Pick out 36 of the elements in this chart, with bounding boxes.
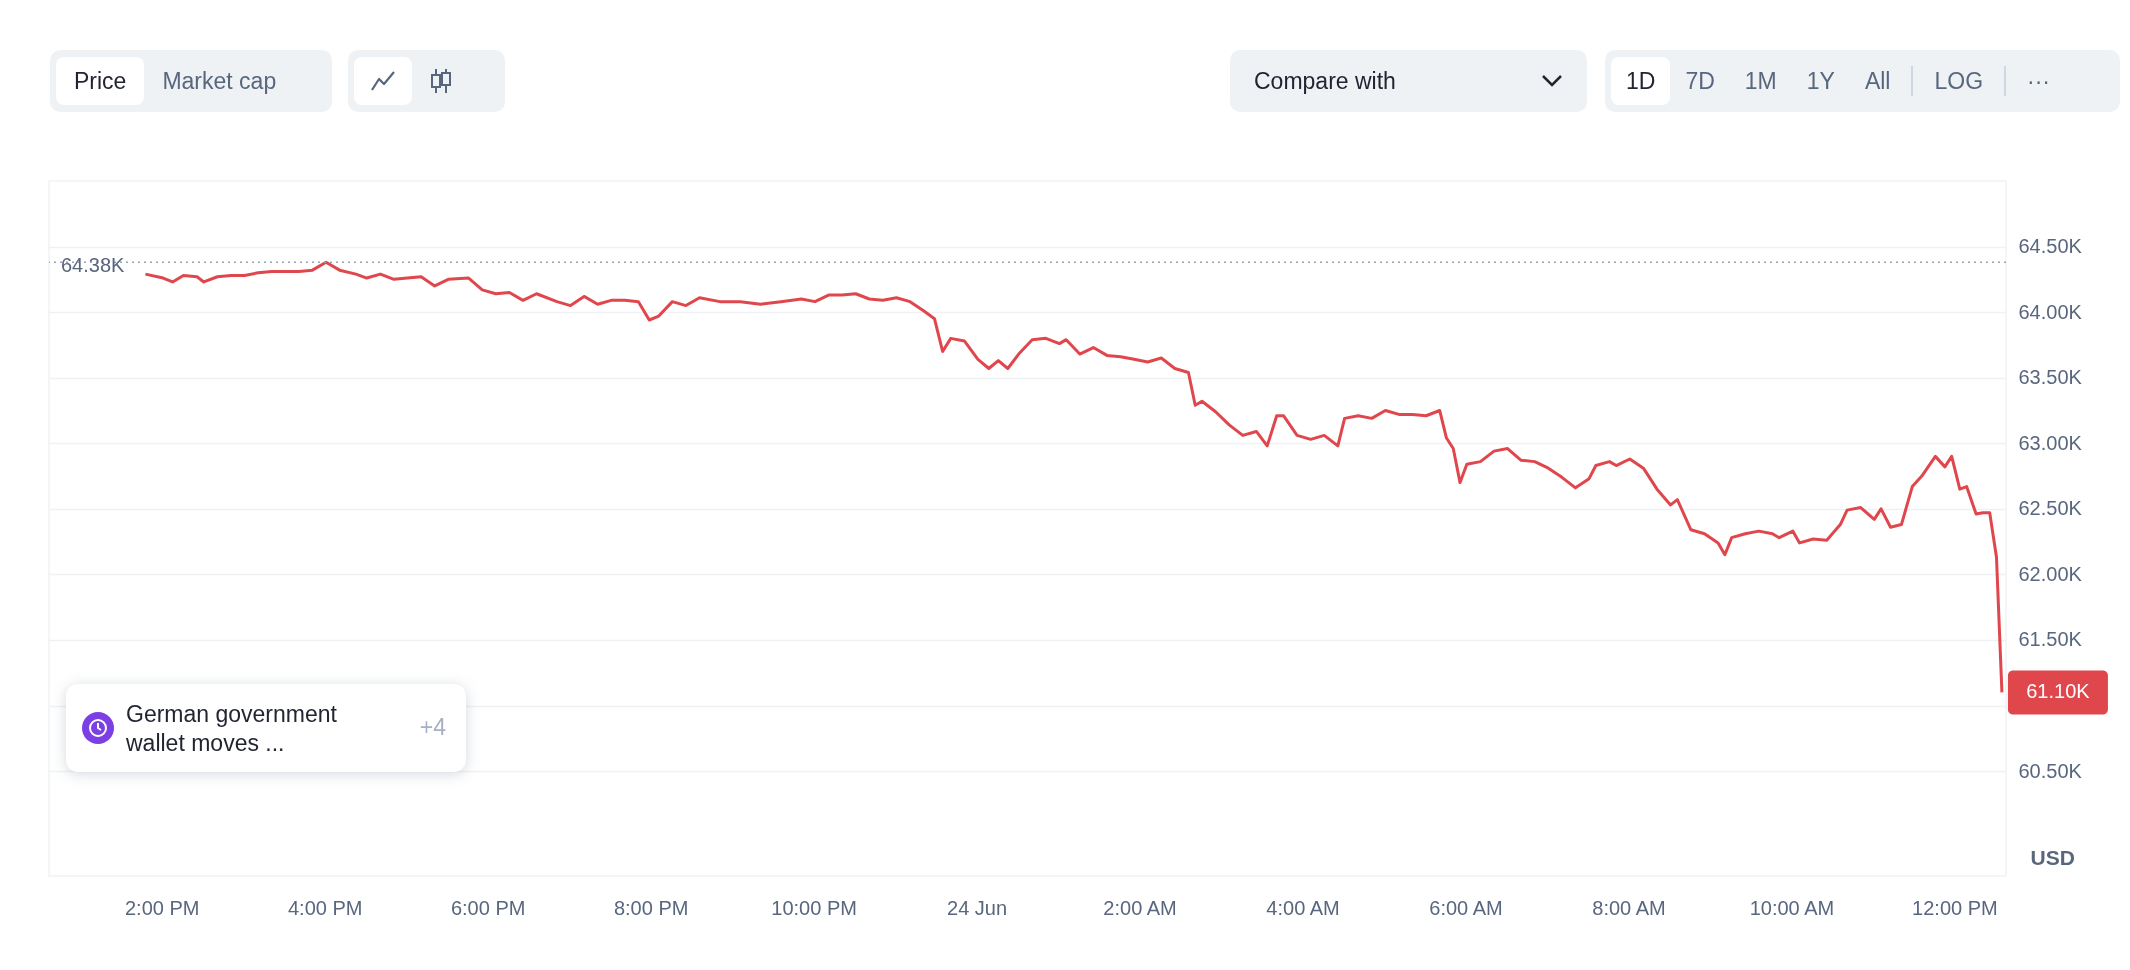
text: 7D bbox=[1684, 66, 1716, 96]
annotation: +4 bbox=[419, 714, 446, 741]
text: 1Y bbox=[1805, 66, 1836, 96]
y-tick-label: 60.50K bbox=[2018, 759, 2083, 782]
y-tick-label: 62.00K bbox=[2018, 562, 2083, 585]
y-tick-label: 63.50K bbox=[2018, 366, 2083, 389]
text: Price bbox=[56, 57, 145, 105]
x-tick-label: 2:00 PM bbox=[124, 896, 200, 919]
x-tick-label: 8:00 AM bbox=[1592, 896, 1666, 919]
text: ··· bbox=[2026, 66, 2052, 96]
y-tick-label: 61.50K bbox=[2018, 628, 2083, 651]
x-tick-label: 24 Jun bbox=[947, 896, 1008, 919]
text: Compare with bbox=[1254, 66, 1396, 96]
text: 1M bbox=[1743, 66, 1778, 96]
x-tick-label: 12:00 PM bbox=[1912, 896, 1998, 919]
text: LOG bbox=[1933, 66, 1985, 96]
x-tick-label: 10:00 PM bbox=[771, 896, 857, 919]
y-tick-label: 64.00K bbox=[2018, 300, 2083, 323]
x-tick-label: 6:00 AM bbox=[1429, 896, 1503, 919]
ref-line-label: 64.38K bbox=[61, 254, 126, 277]
text: All bbox=[1863, 66, 1892, 96]
text: Market cap bbox=[161, 66, 278, 96]
x-tick-label: 6:00 PM bbox=[450, 896, 526, 919]
text: 1D bbox=[1611, 57, 1671, 105]
x-tick-label: 4:00 PM bbox=[287, 896, 363, 919]
annotation: 61.10K bbox=[2026, 680, 2091, 703]
x-tick-label: 2:00 AM bbox=[1103, 896, 1177, 919]
y-tick-label: 62.50K bbox=[2018, 497, 2083, 520]
x-tick-label: 10:00 AM bbox=[1749, 896, 1835, 919]
y-tick-label: 63.00K bbox=[2018, 431, 2083, 454]
news-card: German government wallet moves ... +4 bbox=[66, 684, 466, 772]
x-tick-label: 8:00 PM bbox=[613, 896, 689, 919]
x-tick-label: 4:00 AM bbox=[1266, 896, 1340, 919]
annotation: German government wallet moves ... bbox=[126, 700, 338, 758]
y-axis-title: USD bbox=[2030, 845, 2075, 869]
y-tick-label: 64.50K bbox=[2018, 235, 2083, 258]
